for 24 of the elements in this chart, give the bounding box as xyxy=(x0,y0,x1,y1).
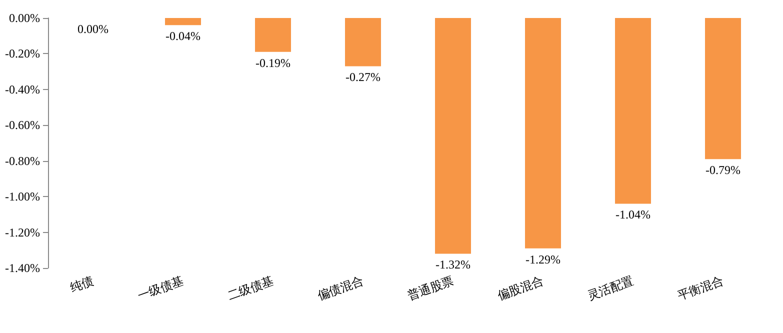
y-tick-label: -0.40% xyxy=(5,82,40,96)
y-tick-label: -0.80% xyxy=(5,154,40,168)
data-label: -0.04% xyxy=(166,29,200,44)
x-tick-label: 纯债 xyxy=(68,273,96,295)
x-tick-label: 灵活配置 xyxy=(586,273,636,303)
x-tick-label: 一级债基 xyxy=(136,273,186,303)
data-label: -0.19% xyxy=(256,56,290,70)
data-label: -0.27% xyxy=(346,70,380,84)
data-label: -1.04% xyxy=(616,208,650,222)
x-tick-label: 偏债混合 xyxy=(316,273,366,303)
x-tick-label: 普通股票 xyxy=(406,273,456,303)
x-tick-label: 二级债基 xyxy=(226,273,276,303)
y-tick-label: -0.60% xyxy=(5,118,40,132)
data-label: -1.29% xyxy=(526,252,560,266)
y-tick-label: -1.40% xyxy=(5,261,40,275)
y-tick-label: -1.20% xyxy=(5,225,40,240)
data-label: -0.79% xyxy=(706,163,740,178)
y-tick-label: -1.00% xyxy=(5,190,40,204)
x-tick-label: 平衡混合 xyxy=(676,273,726,303)
y-tick-label: -0.20% xyxy=(5,46,40,61)
x-tick-label: 偏股混合 xyxy=(496,273,546,303)
data-label: -1.32% xyxy=(436,258,470,272)
data-label: 0.00% xyxy=(78,22,108,36)
y-tick-label: 0.00% xyxy=(9,11,40,25)
